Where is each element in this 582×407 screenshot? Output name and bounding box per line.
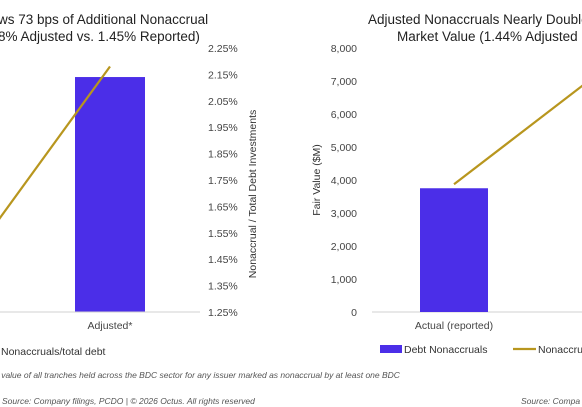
right-left-axis-label: Fair Value ($M)	[311, 144, 323, 216]
left-y2-tick-label: 1.45%	[208, 254, 238, 266]
left-chart: ws 73 bps of Additional Nonaccrual 8% Ad…	[0, 12, 259, 358]
source-right: Source: Compa	[521, 396, 580, 406]
left-y2-tick-label: 2.25%	[208, 43, 238, 55]
left-right-axis-label: Nonaccrual / Total Debt Investments	[247, 110, 259, 278]
right-y-tick-label: 3,000	[331, 208, 357, 220]
right-y-tick-label: 8,000	[331, 43, 357, 55]
right-legend: Debt Nonaccruals Nonaccru	[380, 344, 582, 356]
left-x-axis-labels: Adjusted*	[88, 320, 133, 332]
left-y2-tick-label: 2.05%	[208, 96, 238, 108]
legend-label: Debt Nonaccruals	[404, 344, 487, 356]
right-chart-marks	[420, 84, 582, 312]
right-y-tick-label: 0	[351, 307, 357, 319]
right-chart-title-line2: Market Value (1.44% Adjusted	[397, 29, 578, 44]
right-y-tick-label: 4,000	[331, 175, 357, 187]
right-chart-title-line1: Adjusted Nonaccruals Nearly Double	[368, 12, 582, 27]
left-y2-tick-label: 1.35%	[208, 281, 238, 293]
right-y-tick-label: 2,000	[331, 241, 357, 253]
right-y-tick-label: 1,000	[331, 274, 357, 286]
right-x-axis-labels: Actual (reported)	[415, 320, 493, 332]
source-left: Source: Company filings, PCDO | © 2026 O…	[2, 396, 255, 406]
right-chart: Adjusted Nonaccruals Nearly Double Marke…	[311, 12, 582, 356]
right-bar	[420, 188, 488, 312]
left-y2-tick-label: 1.85%	[208, 149, 238, 161]
footnote: r value of all tranches held across the …	[0, 370, 401, 380]
left-bar	[75, 77, 145, 312]
left-y2-tick-label: 1.95%	[208, 122, 238, 134]
left-legend-label: Nonaccruals/total debt	[1, 346, 106, 358]
right-series-line	[453, 84, 582, 186]
left-right-axis-ticks: 2.25% 2.15% 2.05% 1.95% 1.85% 1.75% 1.65% 1.55%…	[208, 43, 238, 319]
legend-bar-swatch	[380, 345, 402, 353]
left-series-line	[0, 65, 111, 220]
right-x-tick-label: Actual (reported)	[415, 320, 493, 332]
left-y2-tick-label: 1.25%	[208, 307, 238, 319]
right-y-tick-label: 5,000	[331, 142, 357, 154]
left-y2-tick-label: 1.55%	[208, 228, 238, 240]
legend-label: Nonaccru	[538, 344, 582, 356]
left-y2-tick-label: 2.15%	[208, 69, 238, 81]
left-chart-marks	[0, 65, 145, 312]
left-chart-title-line1: ws 73 bps of Additional Nonaccrual	[0, 12, 208, 27]
right-y-tick-label: 6,000	[331, 109, 357, 121]
left-y2-tick-label: 1.75%	[208, 175, 238, 187]
right-y-tick-label: 7,000	[331, 76, 357, 88]
left-x-tick-label: Adjusted*	[88, 320, 133, 332]
left-y2-tick-label: 1.65%	[208, 201, 238, 213]
right-left-axis-ticks: 8,000 7,000 6,000 5,000 4,000 3,000 2,000 1,000…	[331, 43, 357, 319]
left-chart-title-line2: 8% Adjusted vs. 1.45% Reported)	[0, 29, 200, 44]
